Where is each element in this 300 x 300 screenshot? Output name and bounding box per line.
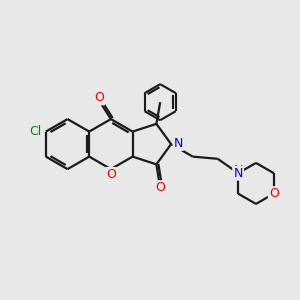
Text: N: N [173,137,183,150]
Text: O: O [94,92,104,104]
Text: O: O [106,168,116,181]
Text: N: N [233,167,243,180]
Text: Cl: Cl [29,125,41,138]
Text: O: O [269,187,279,200]
Text: N: N [233,164,243,177]
Text: O: O [155,181,165,194]
